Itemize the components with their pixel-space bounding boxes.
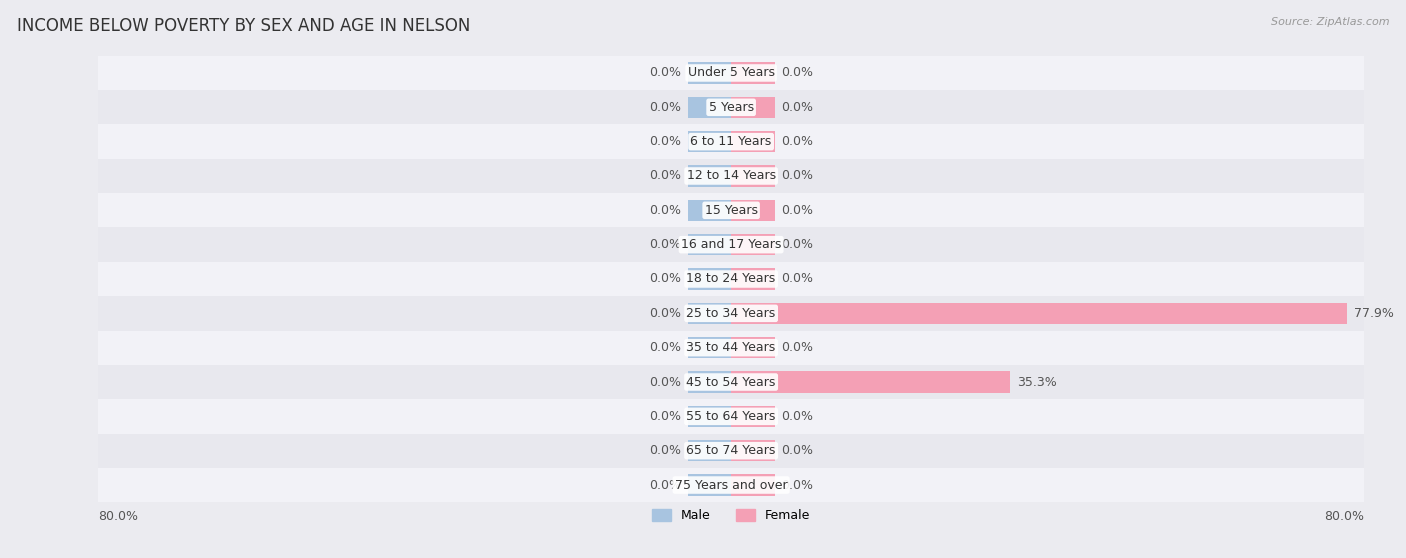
Text: 15 Years: 15 Years [704, 204, 758, 217]
Text: 65 to 74 Years: 65 to 74 Years [686, 444, 776, 457]
Bar [98, 468, 1364, 502]
Text: 18 to 24 Years: 18 to 24 Years [686, 272, 776, 286]
Bar [688, 440, 731, 461]
Bar [98, 262, 1364, 296]
Text: 0.0%: 0.0% [650, 238, 682, 251]
Bar [731, 406, 775, 427]
Bar [98, 159, 1364, 193]
Bar [731, 268, 775, 290]
Bar [688, 474, 731, 496]
Text: 35.3%: 35.3% [1017, 376, 1056, 388]
Bar [688, 234, 731, 256]
Legend: Male, Female: Male, Female [647, 504, 815, 527]
Text: 0.0%: 0.0% [650, 135, 682, 148]
Text: INCOME BELOW POVERTY BY SEX AND AGE IN NELSON: INCOME BELOW POVERTY BY SEX AND AGE IN N… [17, 17, 470, 35]
Bar [98, 90, 1364, 124]
Bar [688, 131, 731, 152]
Bar [98, 399, 1364, 434]
Text: 0.0%: 0.0% [650, 307, 682, 320]
Bar [98, 124, 1364, 159]
Text: 0.0%: 0.0% [650, 101, 682, 114]
Text: 0.0%: 0.0% [780, 170, 813, 182]
Text: 0.0%: 0.0% [780, 479, 813, 492]
Bar [98, 228, 1364, 262]
Text: 0.0%: 0.0% [780, 204, 813, 217]
Text: 0.0%: 0.0% [650, 376, 682, 388]
Text: 77.9%: 77.9% [1354, 307, 1393, 320]
Bar [731, 200, 775, 221]
Text: Under 5 Years: Under 5 Years [688, 66, 775, 79]
Text: 0.0%: 0.0% [780, 444, 813, 457]
Bar [688, 337, 731, 358]
Bar [688, 200, 731, 221]
Bar [688, 302, 731, 324]
Bar [98, 56, 1364, 90]
Bar [731, 97, 775, 118]
Bar [688, 62, 731, 84]
Text: 0.0%: 0.0% [650, 410, 682, 423]
Text: 0.0%: 0.0% [650, 66, 682, 79]
Bar [731, 337, 775, 358]
Bar [731, 62, 775, 84]
Text: 45 to 54 Years: 45 to 54 Years [686, 376, 776, 388]
Text: 0.0%: 0.0% [780, 66, 813, 79]
Text: 75 Years and over: 75 Years and over [675, 479, 787, 492]
Text: 0.0%: 0.0% [650, 204, 682, 217]
Bar [731, 165, 775, 186]
Bar [98, 365, 1364, 399]
Text: 0.0%: 0.0% [650, 479, 682, 492]
Text: 0.0%: 0.0% [780, 410, 813, 423]
Text: 80.0%: 80.0% [98, 510, 138, 523]
Bar [98, 434, 1364, 468]
Text: 80.0%: 80.0% [1324, 510, 1364, 523]
Text: 16 and 17 Years: 16 and 17 Years [681, 238, 782, 251]
Bar [688, 406, 731, 427]
Text: 0.0%: 0.0% [780, 101, 813, 114]
Bar [98, 296, 1364, 330]
Bar [731, 474, 775, 496]
Text: 0.0%: 0.0% [780, 341, 813, 354]
Bar [98, 193, 1364, 228]
Bar [731, 440, 775, 461]
Bar [731, 234, 775, 256]
Text: 0.0%: 0.0% [650, 170, 682, 182]
Text: 0.0%: 0.0% [780, 272, 813, 286]
Text: 35 to 44 Years: 35 to 44 Years [686, 341, 776, 354]
Text: 0.0%: 0.0% [650, 341, 682, 354]
Text: 0.0%: 0.0% [650, 272, 682, 286]
Text: 0.0%: 0.0% [780, 238, 813, 251]
Bar [731, 372, 1011, 393]
Text: Source: ZipAtlas.com: Source: ZipAtlas.com [1271, 17, 1389, 27]
Bar [688, 97, 731, 118]
Text: 5 Years: 5 Years [709, 101, 754, 114]
Bar [731, 131, 775, 152]
Bar [98, 330, 1364, 365]
Text: 12 to 14 Years: 12 to 14 Years [686, 170, 776, 182]
Text: 6 to 11 Years: 6 to 11 Years [690, 135, 772, 148]
Bar [731, 302, 1347, 324]
Bar [688, 372, 731, 393]
Bar [688, 268, 731, 290]
Text: 55 to 64 Years: 55 to 64 Years [686, 410, 776, 423]
Text: 0.0%: 0.0% [780, 135, 813, 148]
Bar [688, 165, 731, 186]
Text: 0.0%: 0.0% [650, 444, 682, 457]
Text: 25 to 34 Years: 25 to 34 Years [686, 307, 776, 320]
